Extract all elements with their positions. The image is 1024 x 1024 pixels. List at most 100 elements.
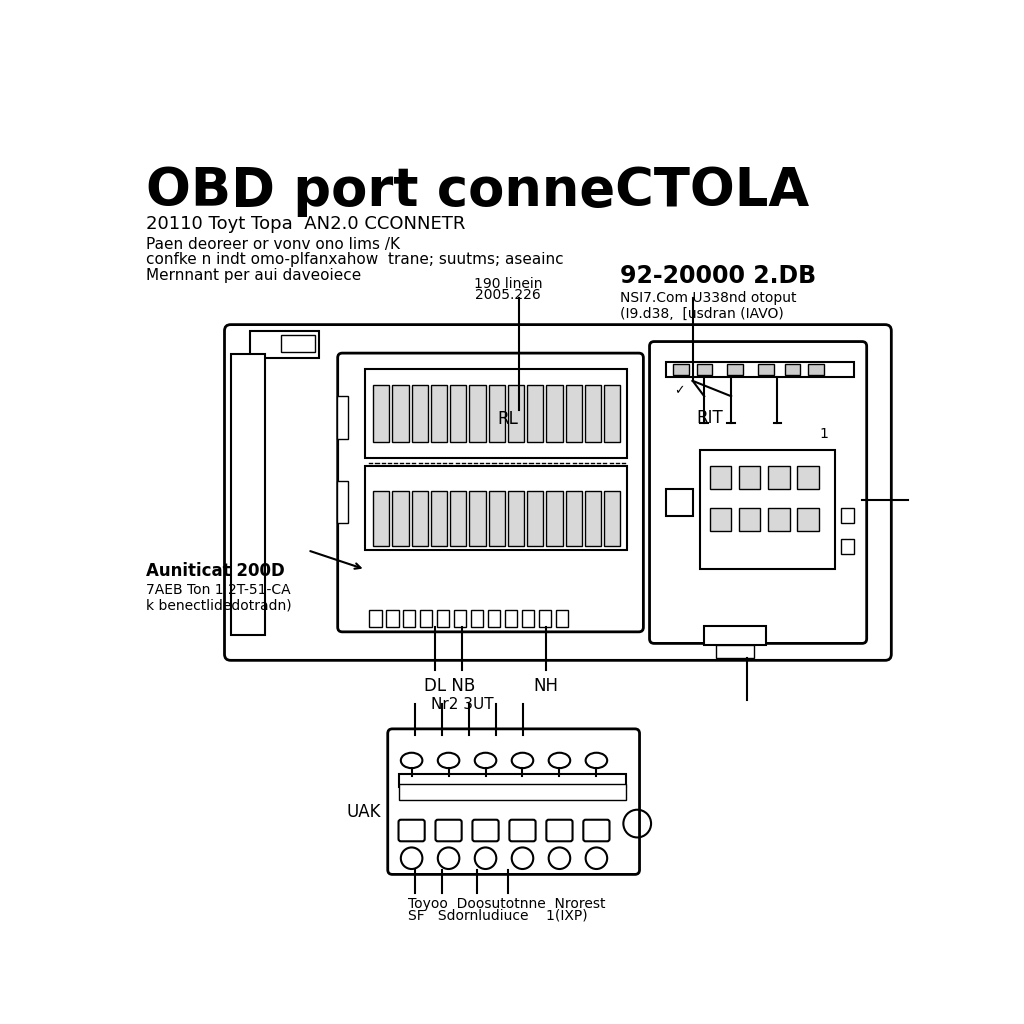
Circle shape (438, 848, 460, 869)
Circle shape (400, 848, 422, 869)
Bar (488, 490, 505, 547)
Ellipse shape (549, 753, 570, 768)
Circle shape (512, 848, 534, 869)
Bar (710, 466, 731, 488)
FancyBboxPatch shape (584, 820, 609, 842)
Text: RIT: RIT (696, 410, 723, 427)
Text: k benectlidedotradn): k benectlidedotradn) (146, 599, 292, 612)
Bar (527, 385, 544, 442)
Bar (412, 490, 428, 547)
Bar (487, 610, 500, 628)
Bar (508, 385, 524, 442)
FancyBboxPatch shape (547, 820, 572, 842)
Text: SF   Sdornludiuce    1(IXP): SF Sdornludiuce 1(IXP) (408, 908, 588, 923)
Bar (469, 385, 485, 442)
Bar (666, 488, 692, 515)
Bar (412, 385, 428, 442)
Bar (386, 610, 398, 628)
Text: 190 linein: 190 linein (474, 276, 542, 291)
FancyBboxPatch shape (649, 342, 866, 643)
Ellipse shape (586, 753, 607, 768)
FancyBboxPatch shape (435, 820, 462, 842)
Bar (539, 610, 551, 628)
Text: Auniticat 200D: Auniticat 200D (146, 562, 285, 580)
Bar (798, 508, 819, 531)
Bar (471, 610, 483, 628)
Text: ✓: ✓ (675, 384, 685, 397)
Bar (370, 610, 382, 628)
Bar (230, 354, 265, 635)
Bar (451, 490, 466, 547)
Bar (666, 361, 854, 377)
FancyBboxPatch shape (224, 325, 891, 660)
Bar (250, 331, 319, 357)
Bar (565, 385, 582, 442)
Bar (785, 364, 801, 376)
Bar (398, 783, 626, 801)
Bar (739, 508, 761, 531)
Text: OBD port conneCTOLA: OBD port conneCTOLA (146, 165, 809, 217)
Bar (710, 508, 731, 531)
Text: 1: 1 (819, 427, 828, 441)
Text: RL: RL (498, 410, 518, 428)
Text: 20110 Toyt Topa  AN2.0 CCONNETR: 20110 Toyt Topa AN2.0 CCONNETR (146, 215, 465, 233)
Bar (798, 466, 819, 488)
Bar (337, 481, 348, 523)
Bar (451, 385, 466, 442)
Bar (403, 610, 416, 628)
Text: Nr2 3UT: Nr2 3UT (431, 696, 494, 712)
FancyBboxPatch shape (509, 820, 536, 842)
Bar (700, 451, 836, 569)
Bar (739, 466, 761, 488)
Text: DL NB: DL NB (425, 677, 476, 695)
Bar (585, 385, 601, 442)
Text: Mernnant per aui daveoiece: Mernnant per aui daveoiece (146, 267, 361, 283)
Text: Toyoo  Doosutotnne  Nrorest: Toyoo Doosutotnne Nrorest (408, 897, 605, 910)
Bar (556, 610, 568, 628)
Bar (716, 645, 755, 658)
Text: 7AEB Ton 1 2T-51-CA: 7AEB Ton 1 2T-51-CA (146, 584, 291, 597)
Bar (727, 364, 742, 376)
Bar (431, 490, 447, 547)
FancyBboxPatch shape (388, 729, 640, 874)
Bar (674, 364, 689, 376)
Bar (373, 385, 389, 442)
Bar (547, 385, 562, 442)
Bar (373, 490, 389, 547)
Bar (488, 385, 505, 442)
Text: NSI7.Com U338nd otoput: NSI7.Com U338nd otoput (620, 292, 796, 305)
FancyBboxPatch shape (338, 353, 643, 632)
Circle shape (475, 848, 497, 869)
Bar (841, 539, 854, 554)
Bar (431, 385, 447, 442)
Ellipse shape (438, 753, 460, 768)
FancyBboxPatch shape (398, 820, 425, 842)
Bar (565, 490, 582, 547)
Bar (705, 626, 766, 645)
Ellipse shape (400, 753, 422, 768)
Text: 2005.226: 2005.226 (475, 288, 541, 301)
Bar (392, 490, 409, 547)
Text: Paen deoreer or vonv ono lims /K: Paen deoreer or vonv ono lims /K (146, 237, 400, 252)
Bar (469, 490, 485, 547)
Text: NH: NH (534, 677, 559, 695)
Text: (I9.d38,  [usdran (IAVO): (I9.d38, [usdran (IAVO) (620, 307, 783, 321)
Bar (366, 466, 628, 550)
Bar (337, 396, 348, 438)
Text: confke n indt omo-plfanxahow  trane; suutms; aseainc: confke n indt omo-plfanxahow trane; suut… (146, 252, 563, 267)
Bar (437, 610, 450, 628)
Bar (768, 466, 790, 488)
Bar (398, 774, 626, 786)
Bar (585, 490, 601, 547)
Circle shape (586, 848, 607, 869)
Bar (505, 610, 517, 628)
Bar (808, 364, 823, 376)
Bar (604, 385, 621, 442)
FancyBboxPatch shape (472, 820, 499, 842)
Bar (841, 508, 854, 523)
Bar (758, 364, 773, 376)
Ellipse shape (475, 753, 497, 768)
Bar (521, 610, 535, 628)
Bar (420, 610, 432, 628)
Bar (696, 364, 712, 376)
